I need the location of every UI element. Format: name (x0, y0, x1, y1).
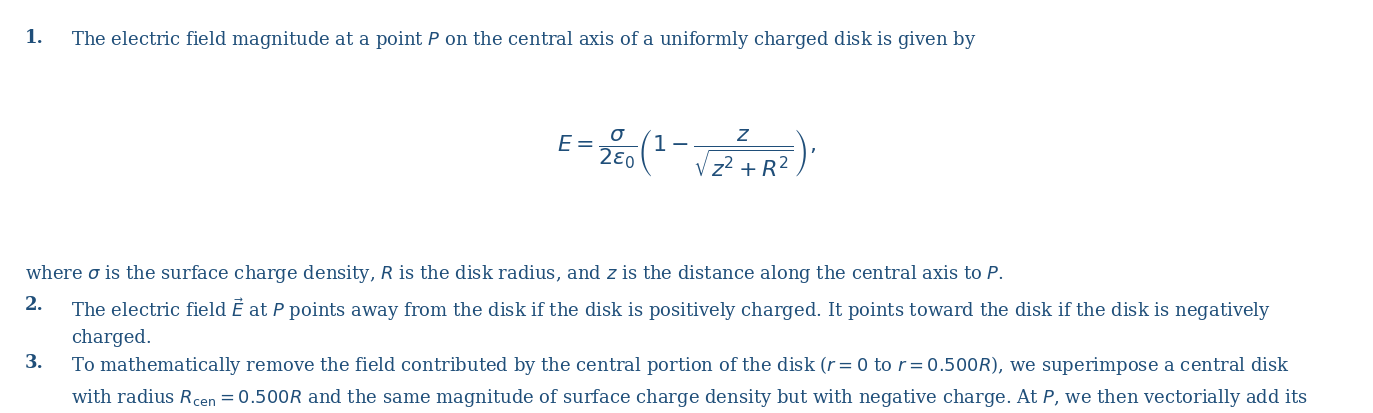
Text: The electric field magnitude at a point $P$ on the central axis of a uniformly c: The electric field magnitude at a point … (71, 29, 978, 51)
Text: 1.: 1. (25, 29, 44, 47)
Text: where $\sigma$ is the surface charge density, $R$ is the disk radius, and $z$ is: where $\sigma$ is the surface charge den… (25, 262, 1004, 284)
Text: 2.: 2. (25, 295, 44, 313)
Text: charged.: charged. (71, 328, 152, 346)
Text: 3.: 3. (25, 353, 44, 371)
Text: To mathematically remove the field contributed by the central portion of the dis: To mathematically remove the field contr… (71, 353, 1291, 376)
Text: $E = \dfrac{\sigma}{2\varepsilon_0}\left(1 - \dfrac{z}{\sqrt{z^2 + R^2}}\right),: $E = \dfrac{\sigma}{2\varepsilon_0}\left… (557, 127, 816, 178)
Text: The electric field $\vec{E}$ at $P$ points away from the disk if the disk is pos: The electric field $\vec{E}$ at $P$ poin… (71, 295, 1271, 322)
Text: with radius $R_\mathrm{cen} = 0.500R$ and the same magnitude of surface charge d: with radius $R_\mathrm{cen} = 0.500R$ an… (71, 386, 1308, 408)
